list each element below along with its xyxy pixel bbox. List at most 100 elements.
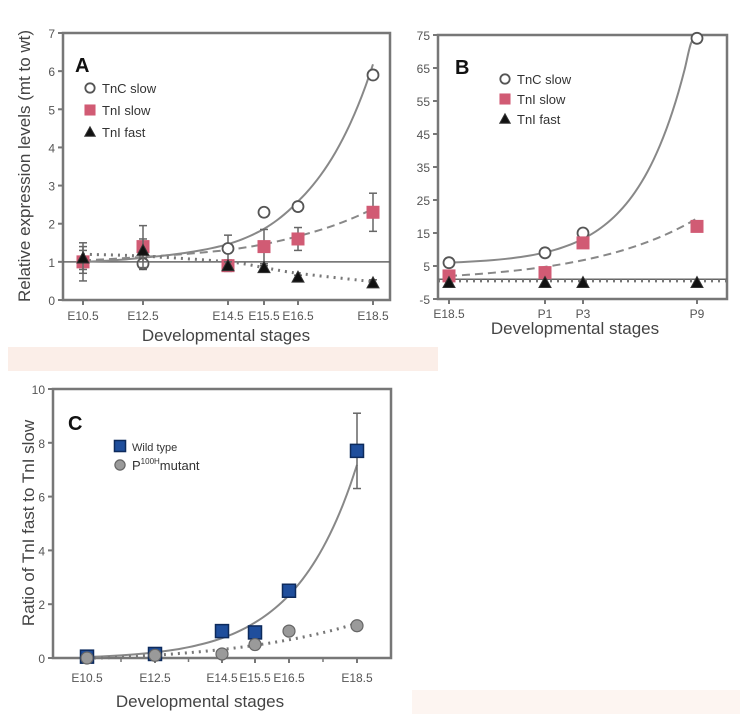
data-point-tnc-slow [538, 246, 552, 260]
data-point-p100h-mutant [148, 648, 162, 662]
y-tick-label: 45 [417, 128, 431, 142]
y-tick-label: 6 [38, 491, 45, 505]
x-tick-label: E18.5 [357, 309, 389, 323]
data-point-wild-type [214, 623, 230, 639]
background-band [8, 347, 438, 371]
legend-label-suffix: mutant [160, 458, 200, 473]
y-tick-label: 6 [48, 65, 55, 79]
plot-frame [61, 31, 392, 302]
y-axis-label: Relative expression levels (mt to wt) [15, 30, 34, 302]
y-tick-label: 7 [48, 27, 55, 41]
legend-label: TnI fast [517, 112, 561, 127]
legend-label-superscript: 100H [141, 457, 160, 466]
data-point-tni-fast [442, 275, 456, 288]
x-tick-label: P3 [576, 307, 591, 321]
x-tick-label: E10.5 [67, 309, 99, 323]
x-tick-label: E18.5 [341, 671, 373, 685]
panel-b: -5 5 15 25 35 45 55 65 75 E18.5 P1 P3 P9 Developmenta… [417, 29, 729, 338]
y-tick-label: 15 [417, 227, 431, 241]
data-point-tnc-slow [690, 31, 704, 45]
x-tick-label: E15.5 [239, 671, 271, 685]
x-tick-label: E14.5 [206, 671, 238, 685]
legend-label-base: P [132, 458, 141, 473]
data-point-tni-fast [291, 270, 305, 283]
x-tick-label: E10.5 [71, 671, 103, 685]
legend-label: TnI slow [102, 103, 151, 118]
y-tick-label: 0 [38, 652, 45, 666]
y-tick-label: 8 [38, 437, 45, 451]
data-point-tnc-slow [221, 242, 235, 255]
data-point-tni-fast [690, 275, 704, 288]
legend-marker-tni-slow [84, 104, 96, 116]
data-point-tnc-slow [257, 205, 271, 219]
legend-label: P100Hmutant [132, 457, 200, 473]
data-point-tnc-slow [442, 256, 456, 270]
data-point-tni-fast [257, 260, 271, 274]
data-point-p100h-mutant [248, 637, 262, 652]
panel-c: 0 2 4 6 8 10 E10.5 E12.5 E14.5 E15.5 E16.5 E18.5 Rat… [19, 383, 393, 711]
y-tick-label: 2 [38, 598, 45, 612]
legend-marker-tnc-slow [84, 82, 96, 94]
y-tick-label: 75 [417, 29, 431, 43]
x-axis-label: Developmental stages [142, 326, 310, 345]
data-point-tni-slow [366, 205, 380, 219]
legend-label: TnC slow [102, 81, 157, 96]
data-point-tni-fast [221, 258, 235, 272]
data-point-tni-fast [136, 243, 150, 256]
x-tick-label: P9 [690, 307, 705, 321]
data-point-tni-slow [291, 232, 305, 246]
data-point-p100h-mutant [350, 619, 364, 633]
fit-line-tni-fast [82, 252, 374, 284]
x-tick-label: E14.5 [212, 309, 244, 323]
x-tick-label: E12.5 [139, 671, 171, 685]
y-tick-label: 3 [48, 180, 55, 194]
x-axis-label: Developmental stages [491, 319, 659, 338]
legend-marker-tni-fast [83, 125, 97, 137]
y-tick-label: 10 [32, 383, 46, 397]
panel-label: C [68, 413, 82, 435]
data-point-tnc-slow [366, 68, 380, 82]
data-point-tnc-slow [291, 200, 305, 213]
data-point-wild-type [349, 443, 365, 459]
y-tick-label: 0 [48, 294, 55, 308]
legend-label: TnI slow [517, 92, 566, 107]
data-point-p100h-mutant [282, 624, 296, 638]
y-tick-label: 5 [48, 103, 55, 117]
x-axis-label: Developmental stages [116, 692, 284, 711]
data-point-tni-fast [76, 250, 90, 264]
x-tick-label: E15.5 [248, 309, 280, 323]
x-tick-label: E12.5 [127, 309, 159, 323]
x-tick-label: E16.5 [282, 309, 314, 323]
background-band [412, 690, 740, 714]
y-axis-label: Ratio of TnI fast to TnI slow [19, 419, 38, 626]
x-tick-label: E16.5 [273, 671, 305, 685]
data-point-tni-slow [257, 240, 271, 254]
fit-line-p100h-mutant [87, 621, 358, 660]
panel-label: A [75, 55, 89, 77]
data-point-p100h-mutant [80, 651, 94, 665]
y-tick-label: 1 [48, 256, 55, 270]
x-tick-label: E18.5 [433, 307, 465, 321]
panel-label: B [455, 57, 469, 79]
data-point-tni-slow [690, 219, 704, 233]
x-tick-label: P1 [538, 307, 553, 321]
legend-label: Wild type [132, 442, 177, 454]
data-point-tni-fast [538, 275, 552, 288]
plot-frame [51, 387, 393, 660]
legend-marker-p100h-mutant [114, 459, 126, 471]
legend-label: TnC slow [517, 72, 572, 87]
data-point-tni-fast [366, 275, 380, 289]
y-tick-label: 65 [417, 62, 431, 76]
legend-marker-tni-slow [499, 93, 511, 105]
legend-marker-wild-type [113, 439, 127, 453]
legend-marker-tnc-slow [499, 73, 511, 85]
y-tick-label: -5 [419, 293, 430, 307]
panel-a: 0 1 2 3 4 5 6 7 E10.5 E12.5 E14.5 E15.5 E16.5 E18.5 Re… [15, 27, 392, 345]
fit-line-tnc-slow [448, 34, 698, 264]
legend-marker-tni-fast [498, 112, 512, 124]
data-point-tni-slow [576, 236, 590, 250]
data-point-wild-type [247, 625, 263, 640]
y-tick-label: 35 [417, 161, 431, 175]
data-point-wild-type [281, 583, 297, 598]
